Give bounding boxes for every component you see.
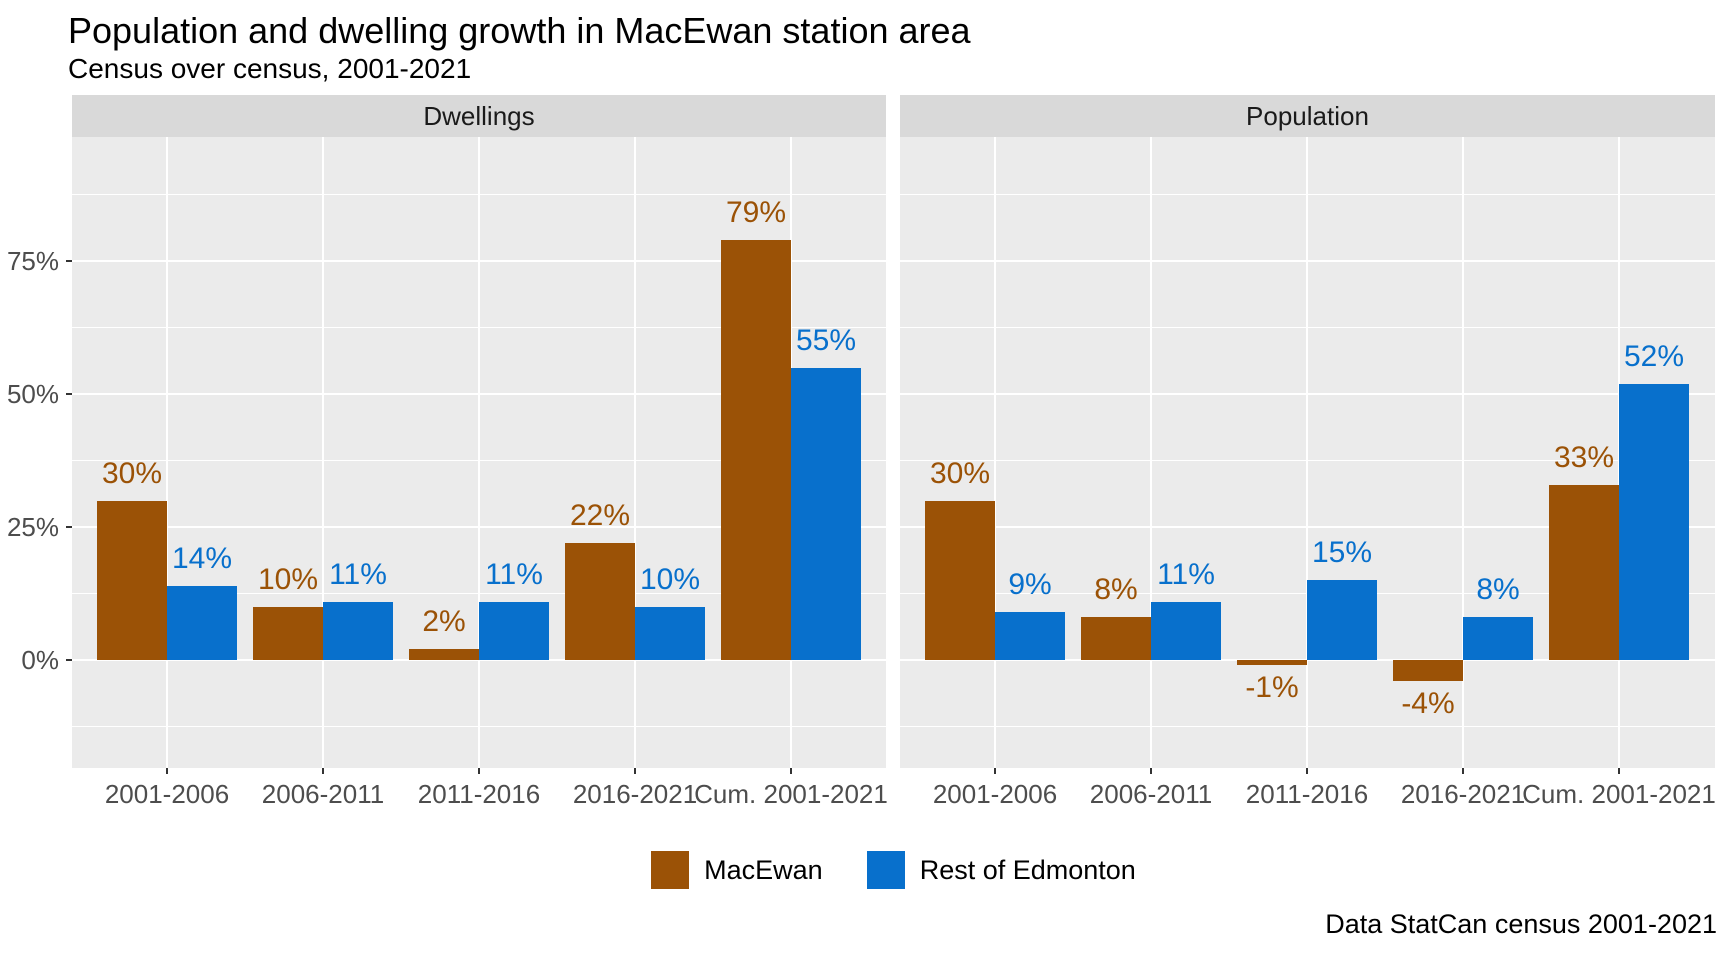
x-axis-label: 2001-2006 [104, 779, 230, 809]
y-axis-tick [66, 393, 72, 396]
bar-macewan [1549, 484, 1619, 660]
x-axis-label: 2011-2016 [417, 779, 541, 809]
y-axis-label: 25% [6, 512, 59, 543]
gridline-vertical [1306, 137, 1308, 768]
bar-macewan [721, 240, 791, 660]
x-axis-tick [166, 768, 168, 774]
y-axis-tick [66, 260, 72, 263]
facet-strip: Population [900, 95, 1715, 137]
bar-value-label: 11% [1157, 557, 1215, 591]
bar-value-label: -1% [1245, 671, 1299, 705]
bar-value-label: 33% [1553, 440, 1615, 474]
x-axis-tick [790, 768, 792, 774]
facet-panel: 30% 8% -1% -4% 33% 9% 11% 15% 8% 52% [900, 137, 1715, 768]
chart-caption: Data StatCan census 2001-2021 [1325, 909, 1717, 939]
bar-rest-of-edmonton [479, 601, 549, 660]
x-axis-label: Cum. 2001-2021 [1522, 779, 1716, 809]
bar-value-label: 14% [171, 541, 233, 575]
bar-macewan [97, 500, 167, 660]
bar-rest-of-edmonton [791, 367, 861, 660]
gridline-vertical [994, 137, 996, 768]
facet-strip-label: Dwellings [423, 100, 535, 131]
x-axis-tick [1150, 768, 1152, 774]
bar-rest-of-edmonton [995, 612, 1065, 660]
bar-value-label: 55% [795, 323, 857, 357]
y-axis-tick [66, 659, 72, 661]
bar-rest-of-edmonton [1151, 601, 1221, 660]
chart-subtitle: Census over census, 2001-2021 [68, 53, 472, 84]
y-axis-tick [66, 526, 72, 529]
bar-value-label: 52% [1623, 339, 1685, 373]
bar-macewan [1237, 660, 1307, 666]
y-axis-label: 50% [6, 379, 59, 410]
x-axis-label: 2016-2021 [572, 779, 698, 809]
bar-value-label: 22% [569, 499, 631, 533]
chart-title: Population and dwelling growth in MacEwa… [68, 10, 971, 51]
bar-rest-of-edmonton [1463, 617, 1533, 660]
bar-macewan [409, 649, 479, 660]
bar-value-label: 10% [257, 562, 319, 596]
bar-value-label: 11% [485, 557, 543, 591]
gridline-vertical [478, 137, 480, 768]
bar-rest-of-edmonton [1307, 580, 1377, 660]
x-axis-tick [634, 768, 636, 774]
bar-value-label: 9% [1008, 568, 1052, 602]
x-axis-label: Cum. 2001-2021 [694, 779, 888, 809]
legend-item-rest-of-edmonton: Rest of Edmonton [866, 851, 1136, 889]
bar-value-label: 8% [1094, 573, 1138, 607]
bar-value-label: -4% [1401, 687, 1455, 721]
x-axis-label: 2001-2006 [932, 779, 1058, 809]
x-axis-label: 2006-2011 [1089, 779, 1213, 809]
bar-macewan [925, 500, 995, 660]
y-axis-label: 0% [21, 645, 59, 675]
x-axis-tick [1618, 768, 1620, 774]
gridline-vertical [1462, 137, 1464, 768]
x-axis-tick [994, 768, 996, 774]
facet-strip: Dwellings [72, 95, 886, 137]
x-axis-tick [1462, 768, 1464, 774]
x-axis-tick [478, 768, 480, 774]
legend-item-macewan: MacEwan [651, 851, 823, 889]
bar-value-label: 2% [422, 605, 466, 639]
gridline-vertical [322, 137, 324, 768]
bar-value-label: 11% [329, 557, 387, 591]
bar-rest-of-edmonton [1619, 383, 1689, 660]
bar-macewan [565, 543, 635, 660]
legend: MacEwan Rest of Edmonton [72, 842, 1715, 898]
legend-label-rest-of-edmonton: Rest of Edmonton [919, 854, 1136, 885]
x-axis-label: 2006-2011 [261, 779, 385, 809]
facet-strip-label: Population [1246, 100, 1369, 131]
y-axis-label: 75% [6, 246, 59, 277]
bar-value-label: 10% [639, 562, 701, 596]
bar-rest-of-edmonton [323, 601, 393, 660]
legend-swatch-rest-of-edmonton [866, 851, 905, 889]
bar-rest-of-edmonton [635, 606, 705, 660]
gridline-vertical [634, 137, 636, 768]
x-axis-label: 2011-2016 [1245, 779, 1369, 809]
bar-value-label: 30% [101, 456, 163, 490]
x-axis-tick [1306, 768, 1308, 774]
legend-label-macewan: MacEwan [704, 854, 823, 885]
bar-value-label: 30% [929, 456, 991, 490]
bar-macewan [1081, 617, 1151, 660]
bar-macewan [253, 606, 323, 660]
bar-rest-of-edmonton [167, 585, 237, 660]
legend-swatch-macewan [651, 851, 690, 889]
x-axis-label: 2016-2021 [1400, 779, 1526, 809]
gridline-vertical [1150, 137, 1152, 768]
bar-value-label: 8% [1476, 573, 1520, 607]
bar-value-label: 15% [1311, 536, 1373, 570]
x-axis-tick [322, 768, 324, 774]
bar-value-label: 79% [725, 196, 787, 230]
facet-panel: 30% 10% 2% 22% 79% 14% 11% 11% 10% 55% [72, 137, 886, 768]
gridline-vertical [166, 137, 168, 768]
bar-macewan [1393, 660, 1463, 682]
